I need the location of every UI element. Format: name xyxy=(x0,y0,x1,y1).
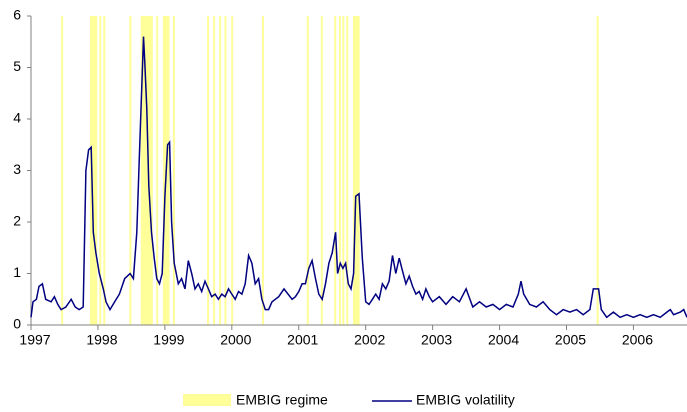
regime-band xyxy=(172,16,175,325)
regime-band xyxy=(129,16,132,325)
y-tick-label: 6 xyxy=(13,7,21,23)
y-tick-label: 0 xyxy=(13,316,21,332)
legend-label: EMBIG regime xyxy=(236,392,328,408)
x-tick-label: 1999 xyxy=(153,332,184,348)
y-tick-label: 1 xyxy=(13,264,21,280)
regime-band xyxy=(320,16,323,325)
regime-band xyxy=(352,16,360,325)
regime-band xyxy=(156,16,159,325)
regime-band xyxy=(224,16,227,325)
regime-band xyxy=(231,16,234,325)
regime-band xyxy=(219,16,222,325)
regime-band xyxy=(207,16,210,325)
x-tick-label: 1997 xyxy=(19,332,50,348)
y-tick-label: 4 xyxy=(13,110,21,126)
regime-band xyxy=(342,16,345,325)
y-tick-label: 5 xyxy=(13,58,21,74)
x-tick-label: 2001 xyxy=(287,332,318,348)
regime-band xyxy=(140,16,153,325)
x-tick-label: 2004 xyxy=(488,332,519,348)
y-tick-label: 3 xyxy=(13,161,21,177)
regime-band xyxy=(103,16,106,325)
regime-band xyxy=(338,16,341,325)
volatility-line xyxy=(30,36,687,319)
regime-band xyxy=(99,16,102,325)
regime-band xyxy=(89,16,98,325)
y-tick-label: 2 xyxy=(13,213,21,229)
regime-band xyxy=(261,16,264,325)
regime-band xyxy=(213,16,216,325)
regime-band xyxy=(334,16,337,325)
legend-swatch xyxy=(183,394,231,406)
legend-label: EMBIG volatility xyxy=(416,392,515,408)
x-tick-label: 2002 xyxy=(354,332,385,348)
x-tick-label: 2003 xyxy=(421,332,452,348)
x-tick-label: 2005 xyxy=(555,332,586,348)
regime-band xyxy=(61,16,64,325)
x-tick-label: 1998 xyxy=(86,332,117,348)
regime-band xyxy=(306,16,309,325)
x-tick-label: 2000 xyxy=(220,332,251,348)
regime-band xyxy=(346,16,349,325)
x-tick-label: 2006 xyxy=(622,332,653,348)
regime-band xyxy=(596,16,599,325)
